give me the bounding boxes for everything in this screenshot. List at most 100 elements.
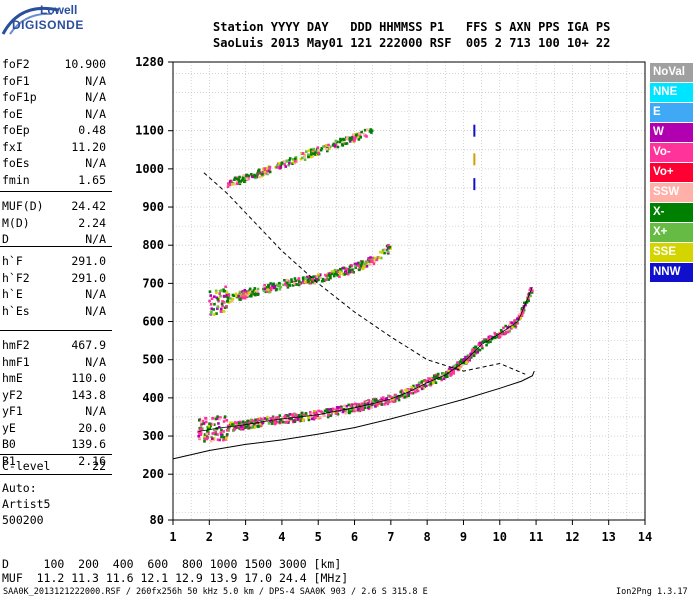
- echo-point: [506, 325, 510, 329]
- echo-point: [513, 319, 517, 322]
- echo-point: [311, 150, 315, 153]
- echo-point: [309, 155, 313, 159]
- param-value: N/A: [85, 156, 106, 170]
- echo-point: [311, 280, 314, 284]
- echo-point: [302, 412, 305, 416]
- echo-point: [449, 373, 453, 376]
- echo-point: [285, 421, 289, 424]
- echo-point: [216, 298, 220, 301]
- echo-point: [242, 180, 246, 184]
- echo-point: [235, 176, 238, 180]
- echo-point: [524, 303, 527, 307]
- echo-point: [424, 379, 428, 383]
- echo-point: [313, 416, 317, 420]
- echo-point: [506, 330, 510, 334]
- echo-point: [287, 417, 291, 420]
- echo-point: [434, 373, 438, 377]
- x-tick-label: 1: [169, 530, 176, 544]
- legend-item-x-: X-: [650, 203, 693, 222]
- echo-point: [310, 417, 314, 421]
- echo-point: [272, 286, 276, 290]
- echo-point: [325, 147, 329, 151]
- param-name: hmF1: [2, 354, 30, 369]
- echo-point: [269, 282, 272, 285]
- echo-point: [340, 141, 344, 144]
- echo-point: [401, 394, 404, 397]
- echo-point: [494, 333, 497, 336]
- echo-point: [235, 182, 239, 186]
- echo-point: [311, 154, 315, 158]
- param-name: yE: [2, 420, 16, 435]
- echo-point: [266, 415, 269, 419]
- y-tick-label: 800: [142, 238, 164, 252]
- echo-point: [267, 286, 271, 289]
- echo-point: [344, 142, 347, 145]
- echo-point: [277, 166, 280, 169]
- x-tick-label: 10: [493, 530, 507, 544]
- echo-point: [320, 146, 324, 150]
- echo-point: [342, 407, 346, 411]
- echo-point: [221, 300, 224, 303]
- echo-point: [310, 148, 313, 152]
- echo-point: [473, 178, 476, 191]
- echo-point: [293, 277, 297, 280]
- echo-point: [266, 286, 269, 290]
- param-value: N/A: [85, 73, 106, 88]
- param-name: foF2: [2, 57, 30, 71]
- echo-point: [226, 182, 230, 185]
- echo-point: [254, 176, 257, 180]
- legend-item-sse: SSE: [650, 243, 693, 262]
- echo-point: [197, 419, 201, 422]
- param-row: foE N/A: [2, 107, 106, 123]
- echo-point: [261, 173, 264, 176]
- echo-point: [420, 380, 424, 384]
- echo-point: [320, 279, 324, 283]
- echo-point: [286, 285, 290, 289]
- echo-point: [317, 149, 320, 152]
- echo-point: [469, 352, 473, 356]
- echo-point: [520, 314, 524, 318]
- echo-point: [260, 174, 264, 178]
- echo-point: [431, 376, 434, 380]
- echo-point: [233, 421, 237, 424]
- echo-point: [297, 413, 301, 417]
- echo-point: [298, 282, 302, 285]
- echo-point: [516, 322, 519, 325]
- echo-point: [231, 297, 235, 301]
- echo-point: [288, 413, 292, 416]
- echo-point: [285, 419, 289, 422]
- echo-point: [266, 418, 269, 421]
- echo-point: [487, 337, 490, 341]
- param-row: fmin 1.65: [2, 173, 106, 189]
- echo-point: [504, 324, 508, 328]
- echo-point: [254, 290, 257, 294]
- echo-point: [310, 151, 313, 154]
- echo-point: [529, 294, 532, 298]
- echo-point: [283, 279, 286, 282]
- echo-point: [505, 330, 509, 334]
- echo-point: [291, 413, 294, 417]
- echo-point: [226, 296, 230, 300]
- echo-point: [367, 405, 371, 409]
- echo-point: [256, 421, 260, 425]
- legend-item-x-: X+: [650, 223, 693, 242]
- echo-point: [348, 410, 352, 414]
- echo-point: [323, 409, 327, 413]
- echo-point: [299, 157, 303, 161]
- echo-point: [350, 270, 354, 273]
- echo-point: [311, 412, 315, 415]
- echo-point: [365, 400, 369, 404]
- echo-point: [462, 358, 466, 361]
- echo-point: [304, 412, 308, 415]
- echo-point: [284, 416, 288, 419]
- echo-point: [237, 422, 241, 425]
- echo-point: [199, 433, 203, 436]
- echo-point: [221, 304, 224, 308]
- echo-point: [241, 175, 245, 179]
- echo-point: [250, 294, 253, 298]
- echo-point: [202, 421, 206, 425]
- echo-point: [307, 153, 310, 156]
- echo-point: [274, 421, 278, 425]
- echo-point: [233, 428, 236, 431]
- echo-point: [388, 245, 392, 249]
